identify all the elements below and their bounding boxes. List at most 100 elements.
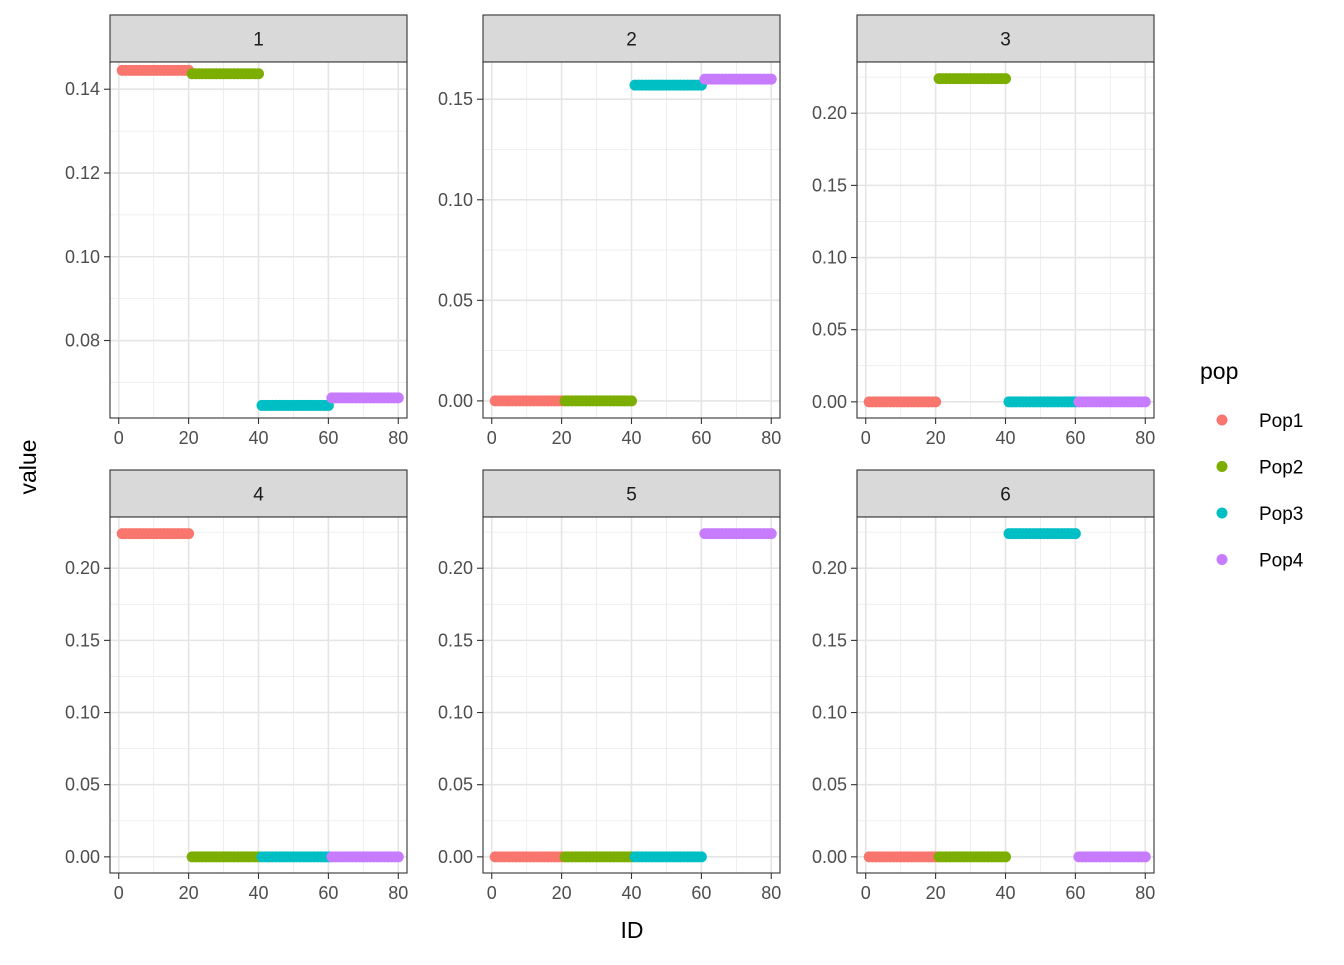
- facet-strip-label: 2: [626, 30, 637, 51]
- x-tick-label: 0: [487, 883, 497, 903]
- y-tick-label: 0.10: [812, 248, 847, 268]
- y-tick-label: 0.20: [812, 103, 847, 123]
- facet-strip: [109, 469, 408, 518]
- x-tick-label: 80: [761, 883, 781, 903]
- x-tick-label: 20: [926, 883, 946, 903]
- x-tick-label: 40: [621, 428, 641, 448]
- data-point-pop1: [930, 396, 942, 408]
- y-tick-label: 0.20: [812, 558, 847, 578]
- x-tick-label: 40: [995, 428, 1015, 448]
- x-tick-label: 60: [318, 428, 338, 448]
- panel-2: 20 20 40 60 800.000.050.100.15: [438, 14, 781, 448]
- facet-strip: [482, 469, 781, 518]
- y-tick-label: 0.10: [812, 703, 847, 723]
- panel-border: [109, 516, 408, 874]
- x-tick-label: 0: [487, 428, 497, 448]
- data-point-pop2: [253, 68, 264, 80]
- x-tick-label: 20: [926, 428, 946, 448]
- legend-label: Pop4: [1259, 551, 1304, 572]
- x-tick-label: 80: [388, 428, 408, 448]
- y-tick-label: 0.10: [65, 247, 100, 267]
- x-tick-label: 0: [861, 883, 871, 903]
- y-tick-label: 0.00: [438, 391, 473, 411]
- data-point-pop2: [1000, 73, 1011, 85]
- y-tick-label: 0.14: [65, 79, 100, 99]
- x-tick-label: 80: [761, 428, 781, 448]
- y-tick-label: 0.08: [65, 331, 100, 351]
- facet-strip-label: 5: [626, 485, 637, 506]
- y-tick-label: 0.05: [65, 775, 100, 795]
- panel-border: [856, 61, 1155, 419]
- y-tick-label: 0.00: [812, 392, 847, 412]
- panel-5: 5 0 20 40 60 80 0.00 0.05 0.10 0.15 0.20: [438, 469, 781, 903]
- data-point-pop4: [392, 851, 404, 863]
- data-point-pop4: [765, 528, 777, 540]
- legend-key-pop2: [1216, 461, 1228, 472]
- data-point-pop4: [765, 73, 777, 85]
- y-tick-label: 0.15: [812, 630, 847, 650]
- facet-strip-label: 6: [1000, 485, 1011, 506]
- data-point-pop4: [1139, 396, 1151, 408]
- x-tick-label: 0: [114, 883, 124, 903]
- data-point-pop2: [1000, 851, 1011, 863]
- facet-strip: [109, 14, 408, 63]
- y-axis-title: value: [15, 440, 41, 495]
- x-tick-label: 40: [248, 428, 268, 448]
- legend-key-pop1: [1216, 414, 1228, 426]
- x-tick-label: 40: [248, 883, 268, 903]
- y-tick-label: 0.15: [438, 89, 473, 109]
- x-tick-label: 0: [114, 428, 124, 448]
- facet-strip: [482, 14, 781, 63]
- y-tick-label: 0.00: [812, 847, 847, 867]
- x-tick-label: 60: [1065, 428, 1085, 448]
- legend-label: Pop3: [1259, 504, 1303, 525]
- legend-key-pop3: [1216, 507, 1228, 519]
- y-tick-label: 0.15: [812, 175, 847, 195]
- data-point-pop3: [1069, 528, 1081, 540]
- data-point-pop2: [626, 395, 637, 407]
- y-tick-label: 0.05: [812, 320, 847, 340]
- y-tick-label: 0.05: [438, 775, 473, 795]
- x-axis-title: ID: [621, 917, 644, 943]
- legend-label: Pop2: [1259, 458, 1303, 479]
- data-point-pop4: [1139, 851, 1151, 863]
- x-tick-label: 40: [621, 883, 641, 903]
- x-tick-label: 20: [552, 883, 572, 903]
- y-tick-label: 0.20: [438, 558, 473, 578]
- panel-border: [856, 516, 1155, 874]
- panel-border: [482, 516, 781, 874]
- panel-border: [482, 61, 781, 419]
- facet-strip: [856, 469, 1155, 518]
- y-tick-label: 0.00: [65, 847, 100, 867]
- y-tick-label: 0.10: [438, 190, 473, 210]
- x-tick-label: 80: [1135, 428, 1155, 448]
- facet-strip-label: 4: [253, 485, 264, 506]
- y-tick-label: 0.05: [438, 290, 473, 310]
- x-tick-label: 40: [995, 883, 1015, 903]
- y-tick-label: 0.10: [65, 703, 100, 723]
- panel-1: 1 0 20 40 60 80 0.08 0.10 0.12 0.14: [65, 14, 408, 448]
- x-tick-label: 80: [388, 883, 408, 903]
- legend-label: Pop1: [1259, 411, 1303, 432]
- y-tick-label: 0.05: [812, 775, 847, 795]
- data-point-pop1: [183, 528, 195, 540]
- panel-6: 60 20 40 60 800.000.050.100.150.20: [812, 469, 1155, 903]
- y-tick-label: 0.00: [438, 847, 473, 867]
- data-point-pop4: [392, 392, 404, 404]
- x-tick-label: 60: [318, 883, 338, 903]
- x-tick-label: 80: [1135, 883, 1155, 903]
- x-tick-label: 20: [179, 428, 199, 448]
- data-point-pop3: [695, 851, 707, 863]
- y-tick-label: 0.20: [65, 558, 100, 578]
- x-tick-label: 60: [691, 883, 711, 903]
- facet-strip: [856, 14, 1155, 63]
- x-tick-label: 20: [552, 428, 572, 448]
- legend-key-pop4: [1216, 554, 1228, 565]
- facet-strip-label: 1: [253, 30, 264, 51]
- legend-title: pop: [1200, 358, 1238, 384]
- x-tick-label: 60: [1065, 883, 1085, 903]
- facet-strip-label: 3: [1000, 30, 1011, 51]
- y-tick-label: 0.15: [438, 630, 473, 650]
